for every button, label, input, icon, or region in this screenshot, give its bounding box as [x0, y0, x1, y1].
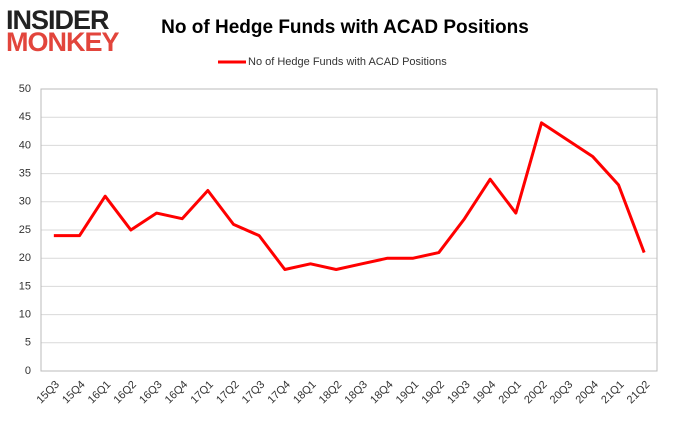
y-tick-label: 20	[19, 252, 31, 264]
y-tick-label: 30	[19, 196, 31, 208]
line	[53, 121, 646, 271]
y-tick-label: 45	[19, 111, 31, 123]
plot-border	[40, 88, 658, 372]
y-tick-label: 0	[25, 365, 31, 377]
y-tick-label: 25	[19, 224, 31, 236]
legend-label: No of Hedge Funds with ACAD Positions	[248, 56, 447, 68]
y-tick-label: 40	[19, 139, 31, 151]
logo-line2: MONKEY	[6, 27, 119, 57]
y-tick-label: 5	[25, 337, 31, 349]
chart-title: No of Hedge Funds with ACAD Positions	[161, 17, 529, 38]
y-tick-label: 15	[19, 280, 31, 292]
y-tick-label: 50	[19, 83, 31, 95]
logo-line1: INSIDER	[6, 5, 109, 35]
y-tick-label: 10	[19, 309, 31, 321]
y-tick-label: 35	[19, 168, 31, 180]
